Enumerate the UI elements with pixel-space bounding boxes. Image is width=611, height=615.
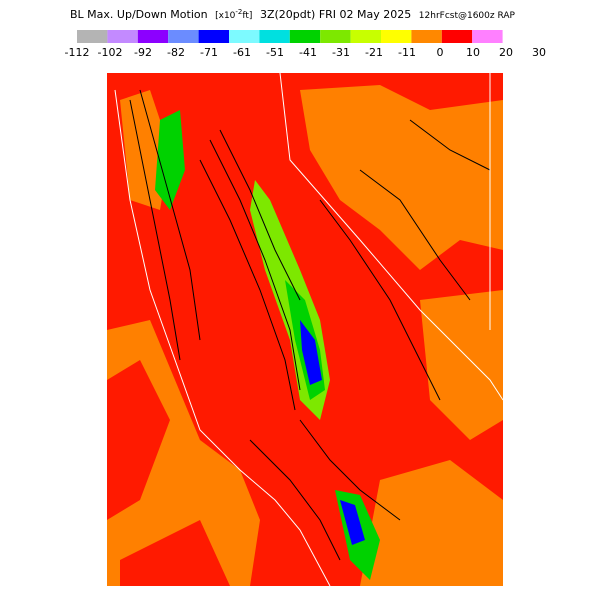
map [107,73,503,586]
legend-swatch [381,30,412,43]
borders [114,73,503,586]
legend-swatch [411,30,442,43]
south-blue [340,500,365,545]
legend-swatch [472,30,503,43]
legend-label: -31 [332,46,350,59]
title-units-end: ft] [242,11,252,21]
legend-label: -11 [398,46,416,59]
legend-label: -51 [266,46,284,59]
legend-label: 0 [437,46,444,59]
legend-label: 30 [532,46,546,59]
legend-swatch [320,30,351,43]
legend-swatch [289,30,321,43]
legend-label: -102 [98,46,123,59]
title-forecast: 12hrFcst@1600z RAP [419,11,516,21]
title-main: BL Max. Up/Down Motion [70,8,208,21]
title-units: [x10 [215,11,236,21]
legend-label: 10 [466,46,480,59]
legend-label: -71 [200,46,218,59]
nevada-orange [300,85,503,270]
legend-swatch [229,30,260,43]
legend-swatch [77,30,108,43]
legend-swatch [441,30,473,43]
ocean-red [107,360,230,586]
title: BL Max. Up/Down Motion [x10-2ft] 3Z(20pd… [70,8,516,21]
legend-label: 20 [499,46,513,59]
sierra-blue [300,320,322,385]
north-green [155,110,185,210]
legend-swatch [350,30,381,43]
legend-label: -61 [233,46,251,59]
legend-swatch [137,30,169,43]
legend-label: -21 [365,46,383,59]
legend: -112 -102 -92 -82 -71 -61 -51 -41 -31 -21 -11 0 10 20… [65,30,546,59]
legend-label: -82 [167,46,185,59]
contours [129,89,491,561]
legend-swatch [259,30,290,43]
legend-label: -41 [299,46,317,59]
east-orange [360,290,503,586]
legend-swatch [198,30,229,43]
legend-swatch [168,30,199,43]
legend-label: -112 [65,46,90,59]
legend-swatch [107,30,138,43]
title-valid: 3Z(20pdt) FRI 02 May 2025 [260,8,411,21]
title-exp: -2 [235,8,242,16]
legend-label: -92 [134,46,152,59]
